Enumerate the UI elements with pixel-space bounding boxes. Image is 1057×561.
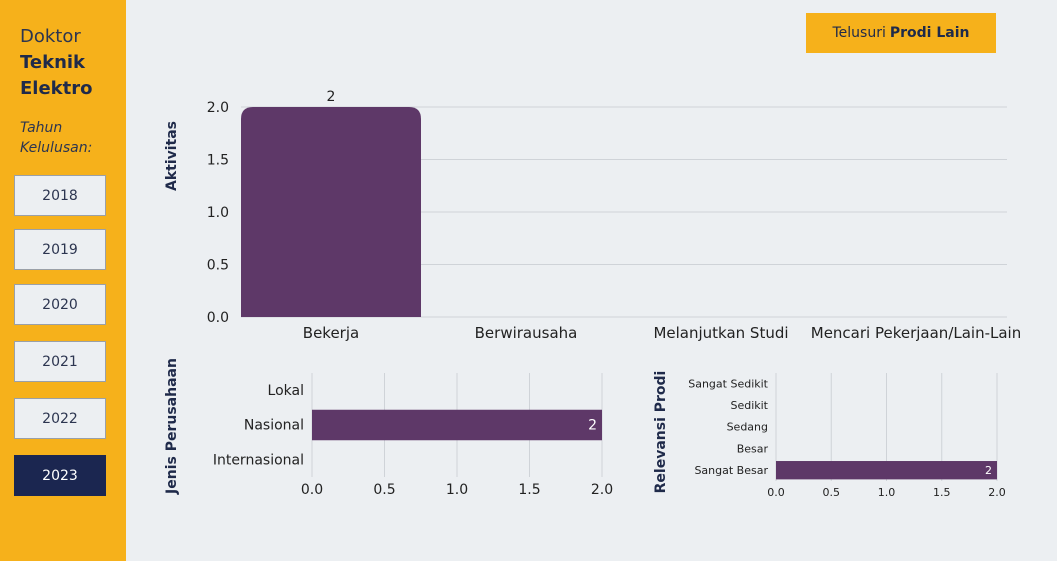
tahun-kelulusan-label: Tahun Kelulusan: (20, 118, 120, 158)
y-tick-label: 1.5 (207, 153, 229, 169)
sidebar: Doktor Teknik Elektro Tahun Kelulusan: 2… (0, 0, 126, 561)
bar-data-label: 2 (985, 464, 992, 477)
tahun-label-line-1: Tahun (20, 120, 63, 136)
telusuri-prodi-lain-button[interactable]: Telusuri Prodi Lain (806, 13, 996, 53)
x-tick-label: Bekerja (303, 324, 359, 342)
bar-bekerja (241, 107, 421, 317)
x-tick-label: 1.0 (878, 486, 896, 499)
bar-data-label: 2 (327, 89, 336, 105)
x-tick-label: 0.0 (767, 486, 785, 499)
y-tick-label: Internasional (213, 452, 304, 468)
y-tick-label: Besar (737, 442, 769, 455)
y-tick-label: Sangat Sedikit (688, 377, 768, 390)
year-button-2022[interactable]: 2022 (14, 398, 106, 439)
y-tick-label: 0.5 (207, 258, 229, 274)
prodi-name-line-1: Teknik (20, 52, 86, 73)
x-tick-label: 0.5 (823, 486, 841, 499)
y-tick-label: Lokal (268, 383, 304, 399)
bar-data-label: 2 (588, 418, 597, 434)
year-button-2021[interactable]: 2021 (14, 341, 106, 382)
prodi-prefix: Doktor (20, 26, 81, 47)
bar-nasional (312, 409, 602, 441)
year-button-2023[interactable]: 2023 (14, 455, 106, 496)
year-button-2018[interactable]: 2018 (14, 175, 106, 216)
x-tick-label: Berwirausaha (475, 324, 578, 342)
telusuri-bold: Prodi Lain (889, 25, 970, 41)
x-tick-label: Mencari Pekerjaan/Lain-Lain (811, 324, 1021, 342)
x-tick-label: 1.5 (933, 486, 951, 499)
x-tick-label: 2.0 (591, 482, 613, 498)
prodi-title: Doktor Teknik Elektro (20, 24, 120, 102)
y-axis-title: Aktivitas (164, 121, 180, 191)
year-button-2019[interactable]: 2019 (14, 229, 106, 270)
y-tick-label: 0.0 (207, 310, 229, 326)
telusuri-prefix: Telusuri (832, 25, 886, 41)
x-tick-label: 1.0 (446, 482, 468, 498)
y-tick-label: 2.0 (207, 100, 229, 116)
y-tick-label: 1.0 (207, 205, 229, 221)
y-tick-label: Sangat Besar (694, 464, 768, 477)
x-tick-label: 1.5 (518, 482, 540, 498)
y-axis-title: Jenis Perusahaan (164, 358, 180, 495)
tahun-label-line-2: Kelulusan: (20, 140, 93, 156)
year-button-2020[interactable]: 2020 (14, 284, 106, 325)
bar-sangat-besar (776, 461, 997, 480)
x-tick-label: Melanjutkan Studi (653, 324, 788, 342)
x-tick-label: 2.0 (988, 486, 1006, 499)
y-axis-title: Relevansi Prodi (653, 371, 669, 494)
y-tick-label: Nasional (244, 418, 304, 434)
y-tick-label: Sedang (727, 421, 768, 434)
x-tick-label: 0.0 (301, 482, 323, 498)
x-tick-label: 0.5 (373, 482, 395, 498)
y-tick-label: Sedikit (730, 399, 768, 412)
prodi-name-line-2: Elektro (20, 78, 93, 99)
